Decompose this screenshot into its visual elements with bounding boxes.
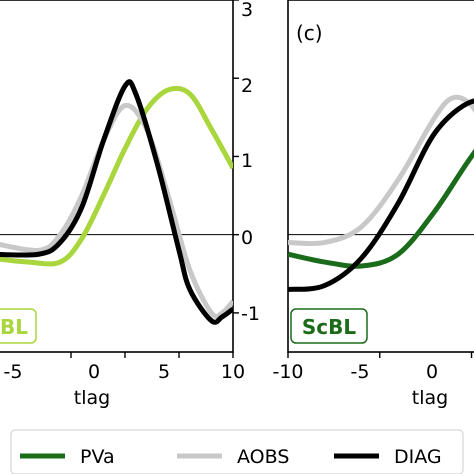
left-x-axis-label: tlag <box>74 387 110 409</box>
series-line-diag <box>0 79 233 325</box>
series-line-a <box>0 85 233 267</box>
right-regime-box <box>290 308 368 344</box>
panel-left <box>0 0 239 358</box>
left-x-tick-label: 0 <box>88 361 100 383</box>
legend-label: DIAG <box>394 446 442 468</box>
left-x-tick-label: 5 <box>158 361 170 383</box>
legend-label: PVa <box>80 446 115 468</box>
left-x-tick-label: 10 <box>221 361 245 383</box>
legend-box <box>10 429 464 474</box>
right-x-tick-label: -10 <box>272 361 303 383</box>
right-y-tick-label: 3 <box>241 0 253 21</box>
right-y-tick-label: 2 <box>241 75 253 97</box>
right-y-tick-label: 0 <box>241 227 253 249</box>
right-y-tick-label: 1 <box>241 150 253 172</box>
legend-label: AOBS <box>237 446 289 468</box>
series-line-aobs <box>0 102 233 320</box>
right-x-axis-label: tlag <box>412 387 448 409</box>
series-line-pva <box>288 148 474 269</box>
panel-right <box>287 0 474 358</box>
series-line-diag <box>288 98 474 292</box>
plot-frame <box>0 0 234 353</box>
plot-frame <box>287 0 474 353</box>
right-y-tick-label: -1 <box>241 303 260 325</box>
legend: PVa AOBS DIAG <box>20 446 442 468</box>
right-x-tick-label: 0 <box>426 361 438 383</box>
right-regime-label: ScBL <box>302 315 357 339</box>
right-x-tick-label: -5 <box>351 361 370 383</box>
left-regime-label: BL <box>0 315 28 339</box>
panel-label-c: (c) <box>296 21 323 45</box>
left-regime-box <box>0 308 37 344</box>
left-x-tick-label: -5 <box>4 361 23 383</box>
series-line-aobs <box>288 94 474 247</box>
